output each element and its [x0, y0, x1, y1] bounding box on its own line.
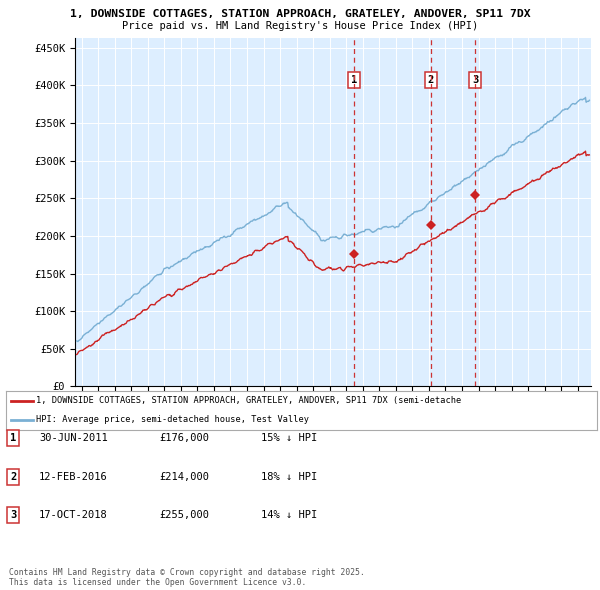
Text: 1, DOWNSIDE COTTAGES, STATION APPROACH, GRATELEY, ANDOVER, SP11 7DX (semi-detach: 1, DOWNSIDE COTTAGES, STATION APPROACH, …: [35, 396, 461, 405]
Text: Contains HM Land Registry data © Crown copyright and database right 2025.
This d: Contains HM Land Registry data © Crown c…: [9, 568, 365, 587]
Text: HPI: Average price, semi-detached house, Test Valley: HPI: Average price, semi-detached house,…: [35, 415, 308, 424]
Text: 15% ↓ HPI: 15% ↓ HPI: [261, 434, 317, 443]
Text: 14% ↓ HPI: 14% ↓ HPI: [261, 510, 317, 520]
Text: 1: 1: [351, 75, 358, 85]
Text: £214,000: £214,000: [159, 472, 209, 481]
Text: 2: 2: [428, 75, 434, 85]
Text: 3: 3: [10, 510, 16, 520]
Text: 2: 2: [10, 472, 16, 481]
Text: 1, DOWNSIDE COTTAGES, STATION APPROACH, GRATELEY, ANDOVER, SP11 7DX: 1, DOWNSIDE COTTAGES, STATION APPROACH, …: [70, 9, 530, 19]
Text: 3: 3: [472, 75, 478, 85]
Text: 18% ↓ HPI: 18% ↓ HPI: [261, 472, 317, 481]
Text: 1: 1: [10, 434, 16, 443]
Text: 12-FEB-2016: 12-FEB-2016: [39, 472, 108, 481]
Text: £255,000: £255,000: [159, 510, 209, 520]
Text: 30-JUN-2011: 30-JUN-2011: [39, 434, 108, 443]
Text: 17-OCT-2018: 17-OCT-2018: [39, 510, 108, 520]
Text: Price paid vs. HM Land Registry's House Price Index (HPI): Price paid vs. HM Land Registry's House …: [122, 21, 478, 31]
Text: £176,000: £176,000: [159, 434, 209, 443]
